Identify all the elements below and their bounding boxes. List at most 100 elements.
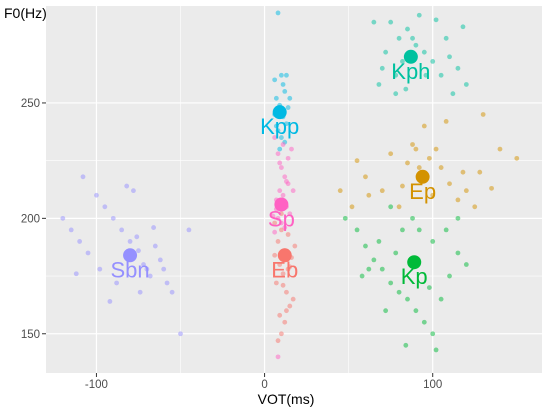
x-tick-label: 0	[261, 379, 267, 391]
data-point-kph	[379, 65, 385, 71]
data-point-sp	[272, 135, 278, 140]
data-point-ep	[354, 158, 360, 164]
data-point-sbn	[119, 227, 125, 233]
data-point-ep	[410, 142, 415, 147]
data-point-kp	[393, 250, 399, 256]
data-point-eb	[273, 280, 279, 286]
data-point-kph	[396, 35, 402, 41]
data-point-kp	[354, 227, 360, 233]
data-point-sbn	[131, 188, 136, 194]
data-point-sp	[284, 179, 289, 184]
data-point-kpp	[285, 105, 291, 110]
data-point-kph	[423, 72, 429, 78]
data-point-kp	[383, 308, 389, 314]
y-tick-label: 150	[21, 329, 40, 341]
data-point-sbn	[73, 271, 79, 277]
data-point-sbn	[110, 215, 116, 221]
data-point-kp	[421, 319, 427, 325]
data-point-sbn	[77, 239, 83, 244]
data-point-kp	[371, 257, 377, 263]
data-point-ep	[379, 188, 385, 194]
data-point-sbn	[178, 331, 183, 337]
data-point-sp	[287, 211, 293, 217]
data-point-kpp	[275, 128, 281, 134]
centroid-sbn	[123, 248, 138, 263]
data-point-sbn	[102, 204, 108, 210]
data-point-kpp	[278, 72, 284, 78]
data-point-eb	[275, 338, 281, 344]
data-point-kp	[366, 266, 372, 272]
data-point-sbn	[186, 227, 192, 233]
data-point-ep	[366, 192, 372, 198]
data-point-kpp	[278, 135, 284, 140]
data-point-sp	[282, 225, 288, 230]
data-point-ep	[400, 183, 405, 189]
data-point-kpp	[272, 77, 278, 83]
data-point-eb	[272, 220, 278, 226]
data-point-sp	[280, 142, 286, 147]
data-point-ep	[430, 192, 436, 198]
centroid-eb	[277, 248, 292, 263]
data-point-sp	[290, 188, 296, 194]
data-point-kph	[403, 86, 409, 92]
data-point-eb	[287, 303, 293, 309]
x-tick-label: -100	[85, 379, 108, 391]
data-point-eb	[282, 319, 288, 325]
data-point-ep	[363, 174, 368, 180]
data-point-kph	[433, 17, 439, 23]
x-tick-label: 100	[423, 379, 442, 391]
data-point-eb	[280, 282, 286, 288]
data-point-ep	[396, 204, 402, 210]
data-point-kp	[455, 215, 461, 221]
data-point-kp	[433, 347, 439, 353]
data-point-ep	[472, 204, 478, 210]
data-point-kph	[405, 26, 410, 32]
data-point-kp	[447, 273, 452, 279]
data-point-eb	[277, 312, 283, 318]
data-point-sp	[285, 155, 291, 161]
centroid-ep	[415, 169, 430, 184]
data-point-ep	[477, 169, 483, 175]
data-point-sbn	[94, 192, 99, 198]
data-point-kp	[405, 296, 410, 302]
data-point-kph	[438, 72, 444, 78]
data-point-kph	[463, 82, 469, 87]
data-point-eb	[278, 227, 284, 233]
centroid-kpp	[272, 105, 287, 120]
data-point-kp	[455, 250, 461, 256]
data-point-eb	[275, 239, 281, 244]
data-point-kpp	[273, 95, 279, 101]
data-point-kp	[410, 215, 415, 221]
data-point-kph	[388, 19, 394, 25]
data-point-eb	[278, 331, 284, 337]
data-point-sbn	[80, 174, 86, 180]
data-point-kph	[450, 91, 456, 97]
data-point-kp	[416, 227, 422, 233]
data-point-ep	[405, 160, 410, 166]
data-point-sbn	[60, 215, 66, 221]
data-point-sbn	[124, 183, 130, 189]
data-point-kp	[376, 239, 382, 244]
cluster-label-ep: Ep	[409, 179, 436, 204]
data-point-sp	[275, 354, 281, 360]
cluster-label-sbn: Sbn	[110, 257, 149, 282]
data-point-sbn	[147, 273, 153, 279]
data-point-eb	[284, 289, 289, 295]
data-point-ep	[455, 197, 461, 203]
data-point-kp	[413, 308, 419, 314]
data-point-sp	[282, 174, 288, 180]
data-point-kp	[388, 204, 394, 210]
data-point-ep	[460, 169, 466, 175]
data-point-sp	[289, 146, 294, 152]
y-tick-label: 200	[21, 213, 40, 225]
data-point-kph	[376, 82, 382, 87]
data-point-kp	[396, 289, 402, 295]
x-axis-title: VOT(ms)	[258, 391, 315, 407]
data-point-kpp	[284, 121, 289, 127]
data-point-sp	[278, 165, 284, 170]
data-point-kp	[342, 215, 348, 221]
data-point-ep	[463, 188, 469, 194]
data-point-kpp	[282, 89, 288, 94]
data-point-sbn	[85, 250, 91, 256]
data-point-kpp	[273, 123, 279, 129]
